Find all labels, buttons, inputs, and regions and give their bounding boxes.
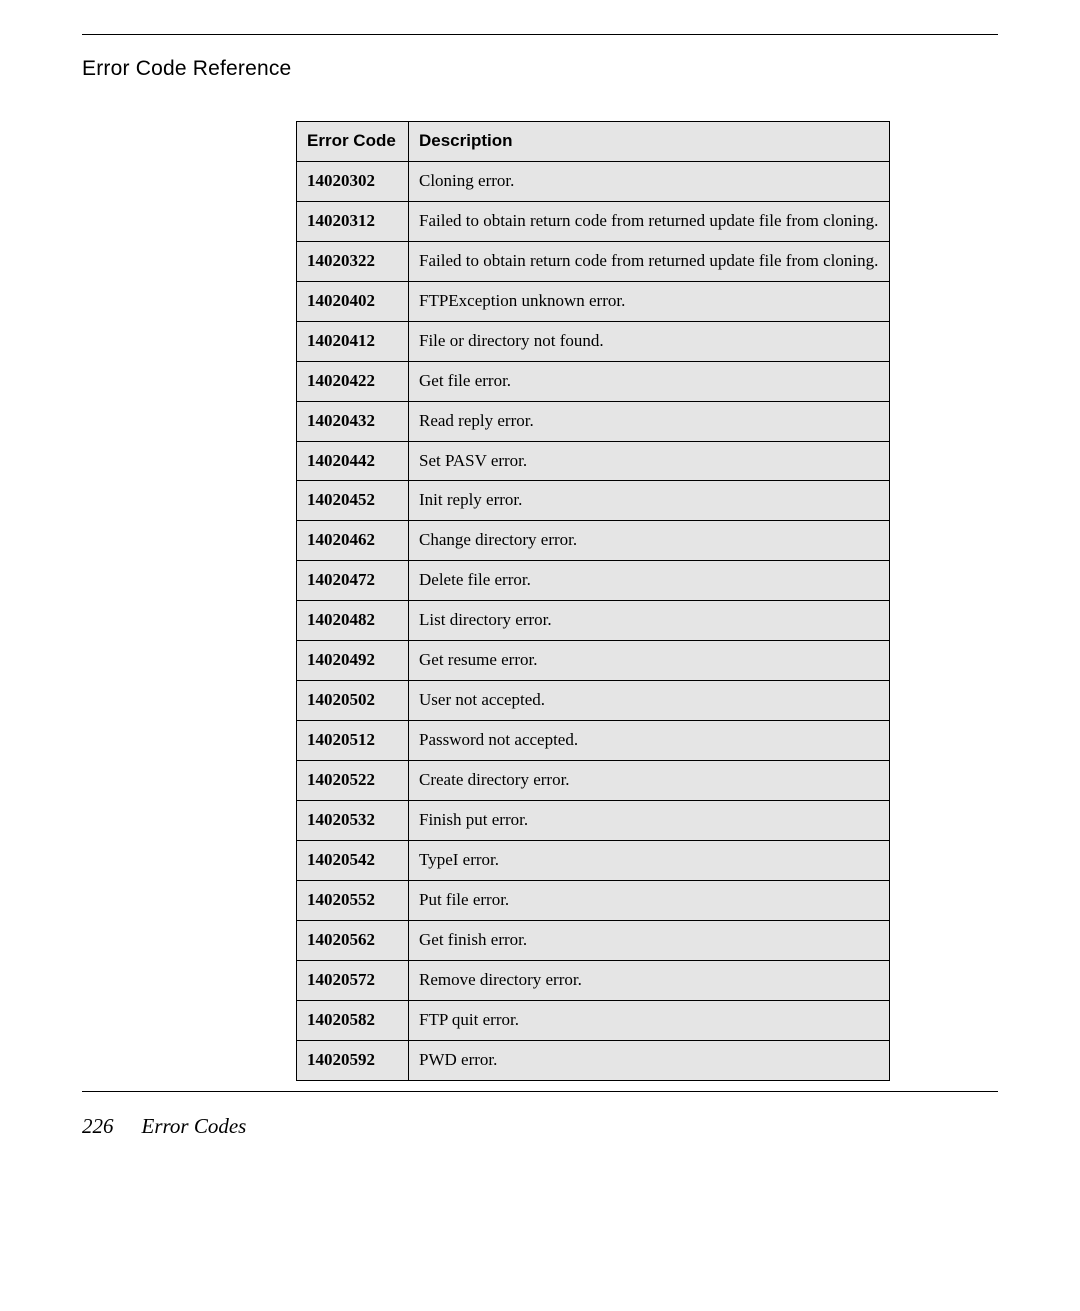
table-row: 14020502User not accepted.	[297, 681, 890, 721]
table-row: 14020472Delete file error.	[297, 561, 890, 601]
table-row: 14020412File or directory not found.	[297, 321, 890, 361]
bottom-rule	[82, 1091, 998, 1092]
description-cell: Get resume error.	[409, 641, 890, 681]
table-row: 14020532Finish put error.	[297, 800, 890, 840]
description-cell: Create directory error.	[409, 761, 890, 801]
footer-line: 226 Error Codes	[82, 1114, 998, 1139]
error-code-cell: 14020452	[297, 481, 409, 521]
error-code-cell: 14020422	[297, 361, 409, 401]
table-row: 14020402FTPException unknown error.	[297, 281, 890, 321]
table-row: 14020542TypeI error.	[297, 840, 890, 880]
description-cell: Failed to obtain return code from return…	[409, 241, 890, 281]
table-row: 14020452Init reply error.	[297, 481, 890, 521]
error-code-cell: 14020502	[297, 681, 409, 721]
table-row: 14020462Change directory error.	[297, 521, 890, 561]
description-cell: Remove directory error.	[409, 960, 890, 1000]
description-cell: Cloning error.	[409, 161, 890, 201]
error-code-cell: 14020462	[297, 521, 409, 561]
error-code-cell: 14020572	[297, 960, 409, 1000]
table-row: 14020482List directory error.	[297, 601, 890, 641]
error-code-cell: 14020492	[297, 641, 409, 681]
description-cell: FTP quit error.	[409, 1000, 890, 1040]
col-header-error-code: Error Code	[297, 122, 409, 162]
error-code-cell: 14020442	[297, 441, 409, 481]
error-code-cell: 14020412	[297, 321, 409, 361]
error-code-cell: 14020482	[297, 601, 409, 641]
error-code-cell: 14020592	[297, 1040, 409, 1080]
page: Error Code Reference Error Code Descript…	[0, 0, 1080, 1311]
error-code-cell: 14020472	[297, 561, 409, 601]
description-cell: Put file error.	[409, 880, 890, 920]
description-cell: Get file error.	[409, 361, 890, 401]
page-number: 226	[82, 1114, 114, 1139]
table-row: 14020422Get file error.	[297, 361, 890, 401]
error-code-cell: 14020512	[297, 721, 409, 761]
table-head: Error Code Description	[297, 122, 890, 162]
description-cell: List directory error.	[409, 601, 890, 641]
description-cell: Set PASV error.	[409, 441, 890, 481]
description-cell: Change directory error.	[409, 521, 890, 561]
table-row: 14020552Put file error.	[297, 880, 890, 920]
description-cell: Read reply error.	[409, 401, 890, 441]
table-row: 14020592PWD error.	[297, 1040, 890, 1080]
description-cell: User not accepted.	[409, 681, 890, 721]
table-row: 14020582FTP quit error.	[297, 1000, 890, 1040]
error-code-cell: 14020522	[297, 761, 409, 801]
description-cell: Get finish error.	[409, 920, 890, 960]
col-header-description: Description	[409, 122, 890, 162]
error-code-cell: 14020432	[297, 401, 409, 441]
table-row: 14020302Cloning error.	[297, 161, 890, 201]
footer-title: Error Codes	[142, 1114, 247, 1138]
error-code-cell: 14020302	[297, 161, 409, 201]
error-code-cell: 14020542	[297, 840, 409, 880]
error-code-table: Error Code Description 14020302Cloning e…	[296, 121, 890, 1081]
table-row: 14020512Password not accepted.	[297, 721, 890, 761]
table-row: 14020522Create directory error.	[297, 761, 890, 801]
table-row: 14020442Set PASV error.	[297, 441, 890, 481]
section-title: Error Code Reference	[82, 57, 998, 81]
error-code-cell: 14020562	[297, 920, 409, 960]
table-header-row: Error Code Description	[297, 122, 890, 162]
error-code-cell: 14020402	[297, 281, 409, 321]
table-row: 14020312Failed to obtain return code fro…	[297, 201, 890, 241]
top-rule	[82, 34, 998, 35]
table-row: 14020562Get finish error.	[297, 920, 890, 960]
description-cell: Password not accepted.	[409, 721, 890, 761]
error-code-table-wrap: Error Code Description 14020302Cloning e…	[296, 121, 890, 1081]
description-cell: Init reply error.	[409, 481, 890, 521]
table-body: 14020302Cloning error.14020312Failed to …	[297, 161, 890, 1080]
error-code-cell: 14020532	[297, 800, 409, 840]
description-cell: Delete file error.	[409, 561, 890, 601]
description-cell: PWD error.	[409, 1040, 890, 1080]
table-row: 14020322Failed to obtain return code fro…	[297, 241, 890, 281]
description-cell: TypeI error.	[409, 840, 890, 880]
page-footer: 226 Error Codes	[82, 1091, 998, 1139]
description-cell: FTPException unknown error.	[409, 281, 890, 321]
table-row: 14020492Get resume error.	[297, 641, 890, 681]
description-cell: Failed to obtain return code from return…	[409, 201, 890, 241]
error-code-cell: 14020582	[297, 1000, 409, 1040]
error-code-cell: 14020312	[297, 201, 409, 241]
description-cell: Finish put error.	[409, 800, 890, 840]
error-code-cell: 14020552	[297, 880, 409, 920]
table-row: 14020432Read reply error.	[297, 401, 890, 441]
description-cell: File or directory not found.	[409, 321, 890, 361]
table-row: 14020572Remove directory error.	[297, 960, 890, 1000]
error-code-cell: 14020322	[297, 241, 409, 281]
